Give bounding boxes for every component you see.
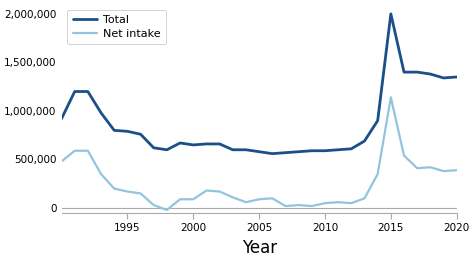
Legend: Total, Net intake: Total, Net intake (67, 10, 166, 44)
Total (177, 141, 183, 145)
Net intake (348, 201, 354, 205)
Total (428, 73, 433, 76)
Line: Total: Total (62, 14, 457, 154)
Total (125, 130, 130, 133)
Net intake (85, 149, 91, 152)
Total (269, 152, 275, 155)
Total (98, 111, 104, 114)
Net intake (283, 205, 288, 208)
Net intake (125, 190, 130, 193)
Net intake (177, 198, 183, 201)
Total (111, 129, 117, 132)
Line: Net intake: Net intake (62, 97, 457, 210)
Net intake (322, 201, 328, 205)
Total (335, 148, 341, 151)
Total (191, 143, 196, 146)
Net intake (269, 197, 275, 200)
Total (256, 150, 262, 153)
Net intake (151, 204, 156, 207)
Net intake (204, 189, 210, 192)
Total (388, 12, 394, 15)
Total (414, 70, 420, 74)
Total (243, 148, 249, 151)
Net intake (309, 205, 315, 208)
Total (454, 75, 460, 79)
Total (204, 143, 210, 146)
Net intake (441, 170, 447, 173)
Net intake (401, 154, 407, 157)
Net intake (256, 198, 262, 201)
Total (441, 76, 447, 80)
X-axis label: Year: Year (242, 239, 277, 257)
Net intake (388, 96, 394, 99)
Total (230, 148, 236, 151)
Net intake (243, 201, 249, 204)
Total (217, 143, 222, 146)
Total (296, 150, 301, 153)
Total (85, 90, 91, 93)
Total (362, 139, 367, 143)
Net intake (72, 149, 78, 152)
Net intake (414, 167, 420, 170)
Total (322, 149, 328, 152)
Net intake (296, 204, 301, 207)
Net intake (428, 166, 433, 169)
Net intake (230, 196, 236, 199)
Total (72, 90, 78, 93)
Net intake (164, 208, 170, 211)
Net intake (98, 173, 104, 176)
Total (59, 117, 64, 120)
Net intake (362, 197, 367, 200)
Net intake (138, 192, 144, 195)
Net intake (375, 173, 381, 176)
Total (164, 148, 170, 151)
Net intake (454, 169, 460, 172)
Total (283, 151, 288, 154)
Net intake (59, 160, 64, 163)
Total (375, 119, 381, 122)
Total (309, 149, 315, 152)
Net intake (217, 190, 222, 193)
Total (348, 147, 354, 150)
Total (151, 146, 156, 149)
Net intake (111, 187, 117, 190)
Net intake (335, 201, 341, 204)
Total (138, 133, 144, 136)
Net intake (191, 198, 196, 201)
Total (401, 70, 407, 74)
